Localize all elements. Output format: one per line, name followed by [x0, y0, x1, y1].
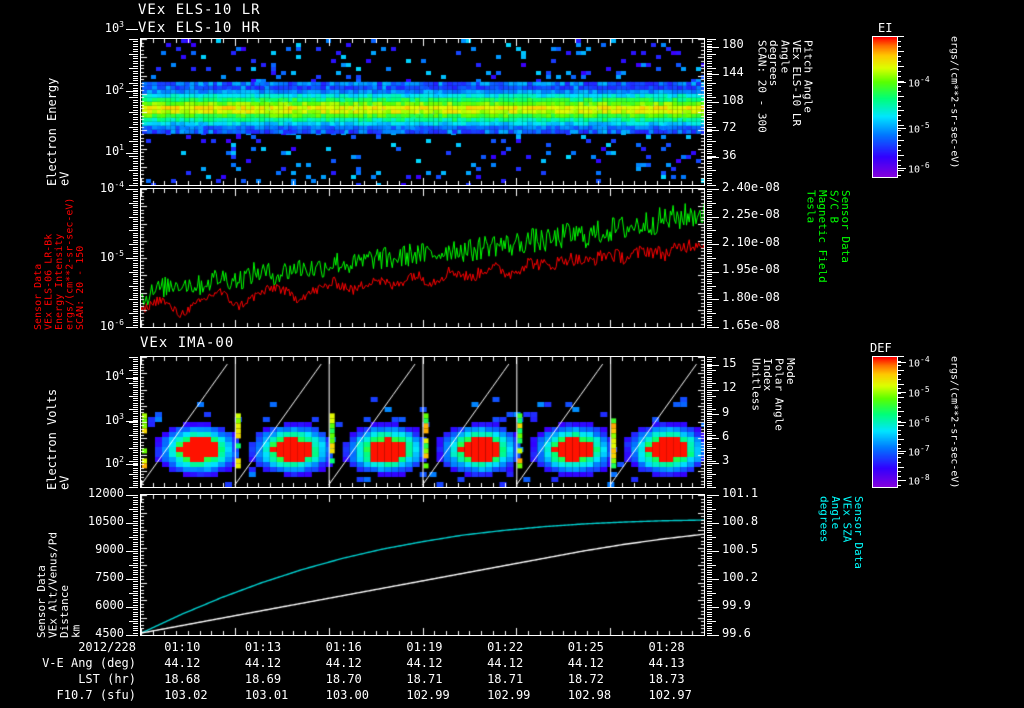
table-cell: 44.12 — [487, 656, 524, 670]
panel1-left-ticks: 103 102 101 — [96, 20, 138, 186]
table-cell: 44.12 — [325, 656, 362, 670]
table-cell: 44.12 — [567, 656, 604, 670]
table-cell: 103.01 — [244, 688, 289, 702]
table-cell: 18.72 — [567, 672, 604, 686]
table-cell: 01:19 — [406, 640, 443, 654]
panel1-colorbar-ticks: 10-4 10-5 10-6 — [897, 36, 943, 176]
table-cell: 18.68 — [164, 672, 201, 686]
panel4-plot-frame — [140, 494, 705, 636]
table-cell: 102.97 — [648, 688, 692, 702]
panel2-right-ticks: 2.40e-08 2.25e-08 2.10e-08 1.95e-08 1.80e-08… — [707, 180, 797, 332]
table-cell: 102.98 — [567, 688, 612, 702]
panel1-left-axis-label: Electron Energy eV — [45, 77, 72, 186]
panel4-left-ticks: 12000 10500 9000 7500 6000 4500 — [78, 486, 138, 640]
panel1-right-axis-label: Pitch Angle VEx ELS-10 LR Angle degrees … — [755, 40, 815, 133]
table-cell: 01:25 — [567, 640, 604, 654]
panel3-plot-frame — [140, 356, 705, 488]
table-row-label: V-E Ang (deg) — [42, 656, 136, 670]
table-cell: 18.69 — [244, 672, 282, 686]
table-cell: 01:28 — [648, 640, 685, 654]
panel3-title: VEx IMA-00 — [140, 335, 235, 351]
panel1-title-2: VEx ELS-10 HR — [138, 20, 261, 36]
panel1-colorbar-unit: ergs/(cm**2-sr-sec-eV) — [948, 36, 960, 169]
panel3-colorbar-unit: ergs/(cm**2-sr-sec-eV) — [948, 356, 960, 489]
panel4-right-axis-label: Sensor Data VEx SZA Angle degrees — [817, 496, 866, 569]
table-row-label: LST (hr) — [78, 672, 136, 686]
panel2-plot-frame — [140, 188, 705, 328]
panel1-plot-frame — [140, 38, 705, 186]
panel3-colorbar-title: DEF — [870, 341, 892, 355]
table-cell: 102.99 — [487, 688, 531, 702]
panel2-left-axis-label: Sensor Data VEx ELS-06 LR-Bk Energy Inte… — [33, 197, 86, 330]
panel1-right-ticks: 180 144 108 72 36 — [707, 37, 767, 186]
panel2-right-axis-label: Sensor Data S/C B Magnetic Field Tesla — [804, 190, 853, 283]
panel3-left-ticks: 104 103 102 — [96, 356, 138, 488]
table-cell: 44.12 — [244, 656, 282, 670]
panel3-colorbar-ticks: 10-4 10-5 10-6 10-7 10-8 — [897, 355, 943, 487]
table-cell: 44.12 — [164, 656, 201, 670]
panel2-left-ticks: 10-4 10-5 10-6 — [88, 180, 138, 333]
table-cell: 18.70 — [325, 672, 362, 686]
panel1-colorbar-title: EI — [878, 21, 893, 35]
table-row-label: 2012/228 — [78, 640, 136, 654]
table-cell: 18.73 — [648, 672, 685, 686]
panel1-title-1: VEx ELS-10 LR — [138, 2, 261, 18]
table-cell: 102.99 — [406, 688, 450, 702]
panel4-right-ticks: 101.1 100.8 100.5 100.2 99.9 99.6 — [707, 486, 767, 640]
table-row-label: F10.7 (sfu) — [56, 688, 136, 702]
table-cell: 44.13 — [648, 656, 685, 670]
table-cell: 44.12 — [406, 656, 443, 670]
table-cell: 01:22 — [487, 640, 524, 654]
table-cell: 18.71 — [487, 672, 524, 686]
panel3-right-ticks: 15 12 9 6 3 — [707, 356, 749, 488]
bottom-parameter-table: 2012/228 01:10 01:13 01:16 01:19 01:22 01:25 01… — [0, 640, 1024, 708]
panel4-left-axis-label: Sensor Data VEx Alt/Venus/Pd Distance km — [35, 532, 83, 638]
table-cell: 01:16 — [325, 640, 362, 654]
table-cell: 103.02 — [164, 688, 208, 702]
panel3-right-axis-label: Mode Polar Angle Index Unitless — [749, 358, 798, 431]
panel3-left-axis-label: Electron Volts eV — [45, 388, 72, 490]
table-cell: 18.71 — [406, 672, 443, 686]
table-cell: 103.00 — [325, 688, 369, 702]
table-cell: 01:13 — [244, 640, 282, 654]
table-cell: 01:10 — [164, 640, 201, 654]
